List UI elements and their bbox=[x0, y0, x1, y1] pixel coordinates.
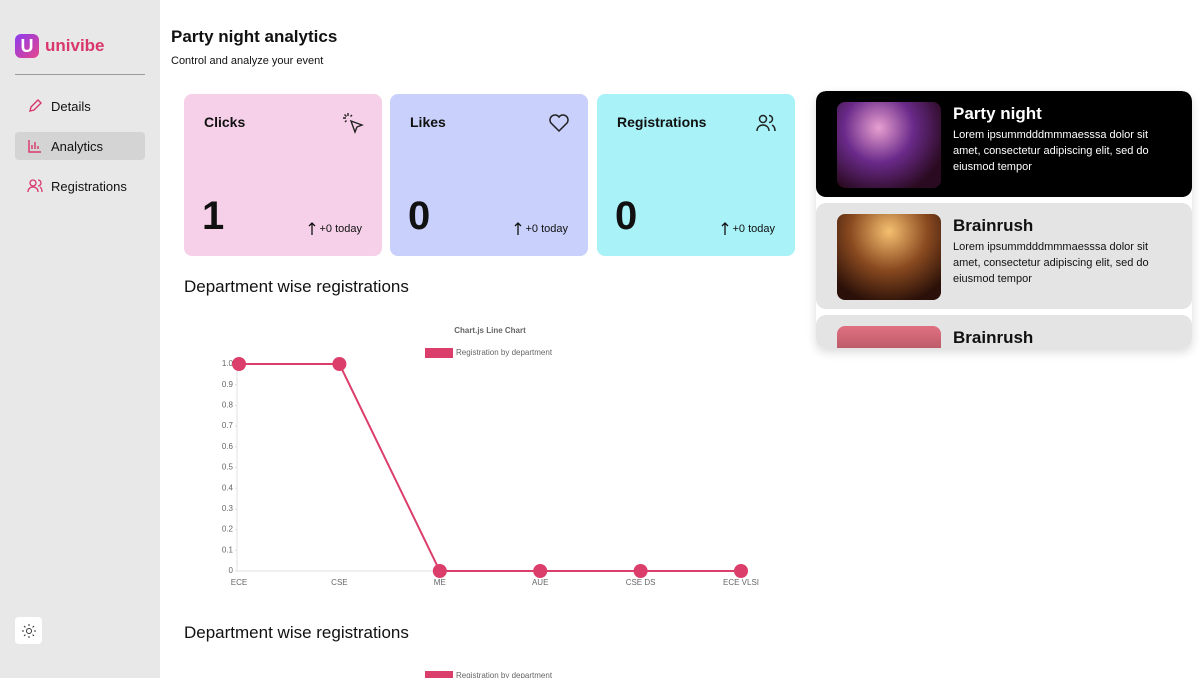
separator bbox=[15, 74, 145, 75]
event-item[interactable]: Brainrush bbox=[816, 315, 1192, 348]
legend-swatch bbox=[425, 671, 453, 678]
event-title: Party night bbox=[953, 104, 1042, 123]
event-description: Lorem ipsummdddmmmaesssa dolor sit amet,… bbox=[953, 129, 1149, 173]
stat-label: Clicks bbox=[204, 114, 246, 130]
stat-label: Likes bbox=[410, 114, 446, 130]
x-tick-label: CSE bbox=[331, 578, 347, 587]
event-image bbox=[837, 102, 941, 188]
x-tick-label: ECE bbox=[231, 578, 247, 587]
stat-delta: +0 today bbox=[514, 222, 568, 236]
event-item[interactable]: Party night Lorem ipsummdddmmmaesssa dol… bbox=[816, 91, 1192, 197]
stat-value: 0 bbox=[408, 194, 431, 238]
data-point bbox=[734, 564, 748, 578]
x-tick-label: ECE VLSI bbox=[723, 578, 759, 587]
data-point bbox=[633, 564, 648, 578]
theme-toggle[interactable] bbox=[15, 617, 42, 644]
stat-value: 0 bbox=[615, 194, 638, 238]
delta-text: +0 today bbox=[732, 223, 775, 235]
legend-label: Registration by department bbox=[456, 348, 553, 357]
event-image bbox=[837, 326, 941, 348]
event-image bbox=[837, 214, 941, 300]
sun-icon bbox=[21, 623, 36, 638]
stat-card: Likes 0 +0 today bbox=[390, 94, 588, 256]
event-title: Brainrush bbox=[953, 216, 1034, 235]
stat-card: Registrations 0 +0 today bbox=[597, 94, 795, 256]
chart-title: Chart.js Line Chart bbox=[454, 326, 526, 335]
nav-item[interactable]: Details bbox=[15, 92, 145, 120]
y-tick-label: 0.4 bbox=[222, 483, 234, 492]
users-icon bbox=[27, 179, 43, 193]
heart-icon bbox=[549, 114, 569, 133]
section-title: Department wise registrations bbox=[184, 277, 409, 296]
brand-name: univibe bbox=[45, 36, 105, 55]
y-tick-label: 0.6 bbox=[222, 442, 234, 451]
users-icon bbox=[756, 114, 776, 132]
data-point bbox=[232, 357, 246, 371]
y-tick-label: 0.7 bbox=[222, 421, 234, 430]
stat-value: 1 bbox=[202, 194, 225, 238]
legend-label: Registration by department bbox=[456, 671, 553, 678]
arrow-up bbox=[309, 222, 316, 235]
nav-label: Analytics bbox=[51, 138, 104, 154]
section-title: Department wise registrations bbox=[184, 623, 409, 642]
stat-delta: +0 today bbox=[721, 222, 775, 236]
y-tick-label: 0.2 bbox=[222, 525, 234, 534]
event-title: Brainrush bbox=[953, 328, 1034, 347]
arrow-up bbox=[515, 222, 522, 235]
page-title: Party night analytics bbox=[171, 27, 338, 46]
chart-icon bbox=[28, 140, 41, 153]
cursor-icon bbox=[343, 113, 364, 134]
event-description: Lorem ipsummdddmmmaesssa dolor sit amet,… bbox=[953, 241, 1149, 285]
x-tick-label: ME bbox=[434, 578, 446, 587]
y-tick-label: 0.3 bbox=[222, 504, 234, 513]
nav-label: Registrations bbox=[51, 178, 127, 194]
event-item[interactable]: Brainrush Lorem ipsummdddmmmaesssa dolor… bbox=[816, 203, 1192, 309]
stat-delta: +0 today bbox=[308, 222, 362, 236]
data-point bbox=[432, 564, 447, 578]
data-point bbox=[332, 357, 347, 371]
y-tick-label: 0.9 bbox=[222, 380, 234, 389]
nav-item[interactable]: Analytics bbox=[15, 132, 145, 160]
page-subtitle: Control and analyze your event bbox=[171, 55, 324, 67]
x-tick-label: CSE DS bbox=[626, 578, 656, 587]
y-tick-label: 0.1 bbox=[222, 545, 234, 554]
nav-label: Details bbox=[51, 98, 91, 114]
legend-swatch bbox=[425, 348, 453, 358]
arrow-up bbox=[722, 222, 729, 235]
logo: U bbox=[15, 34, 39, 58]
delta-text: +0 today bbox=[319, 223, 362, 235]
pencil-icon bbox=[29, 99, 42, 112]
y-tick-label: 0.8 bbox=[222, 401, 234, 410]
nav-item[interactable]: Registrations bbox=[15, 172, 145, 200]
y-tick-label: 1.0 bbox=[222, 359, 234, 368]
y-tick-label: 0 bbox=[229, 566, 234, 575]
delta-text: +0 today bbox=[525, 223, 568, 235]
x-tick-label: AUE bbox=[532, 578, 548, 587]
data-point bbox=[533, 564, 548, 578]
stat-label: Registrations bbox=[617, 114, 707, 130]
y-tick-label: 0.5 bbox=[222, 463, 234, 472]
series-line bbox=[239, 363, 741, 572]
stat-card: Clicks 1 +0 today bbox=[184, 94, 382, 256]
event-list: Party night Lorem ipsummdddmmmaesssa dol… bbox=[816, 91, 1192, 348]
